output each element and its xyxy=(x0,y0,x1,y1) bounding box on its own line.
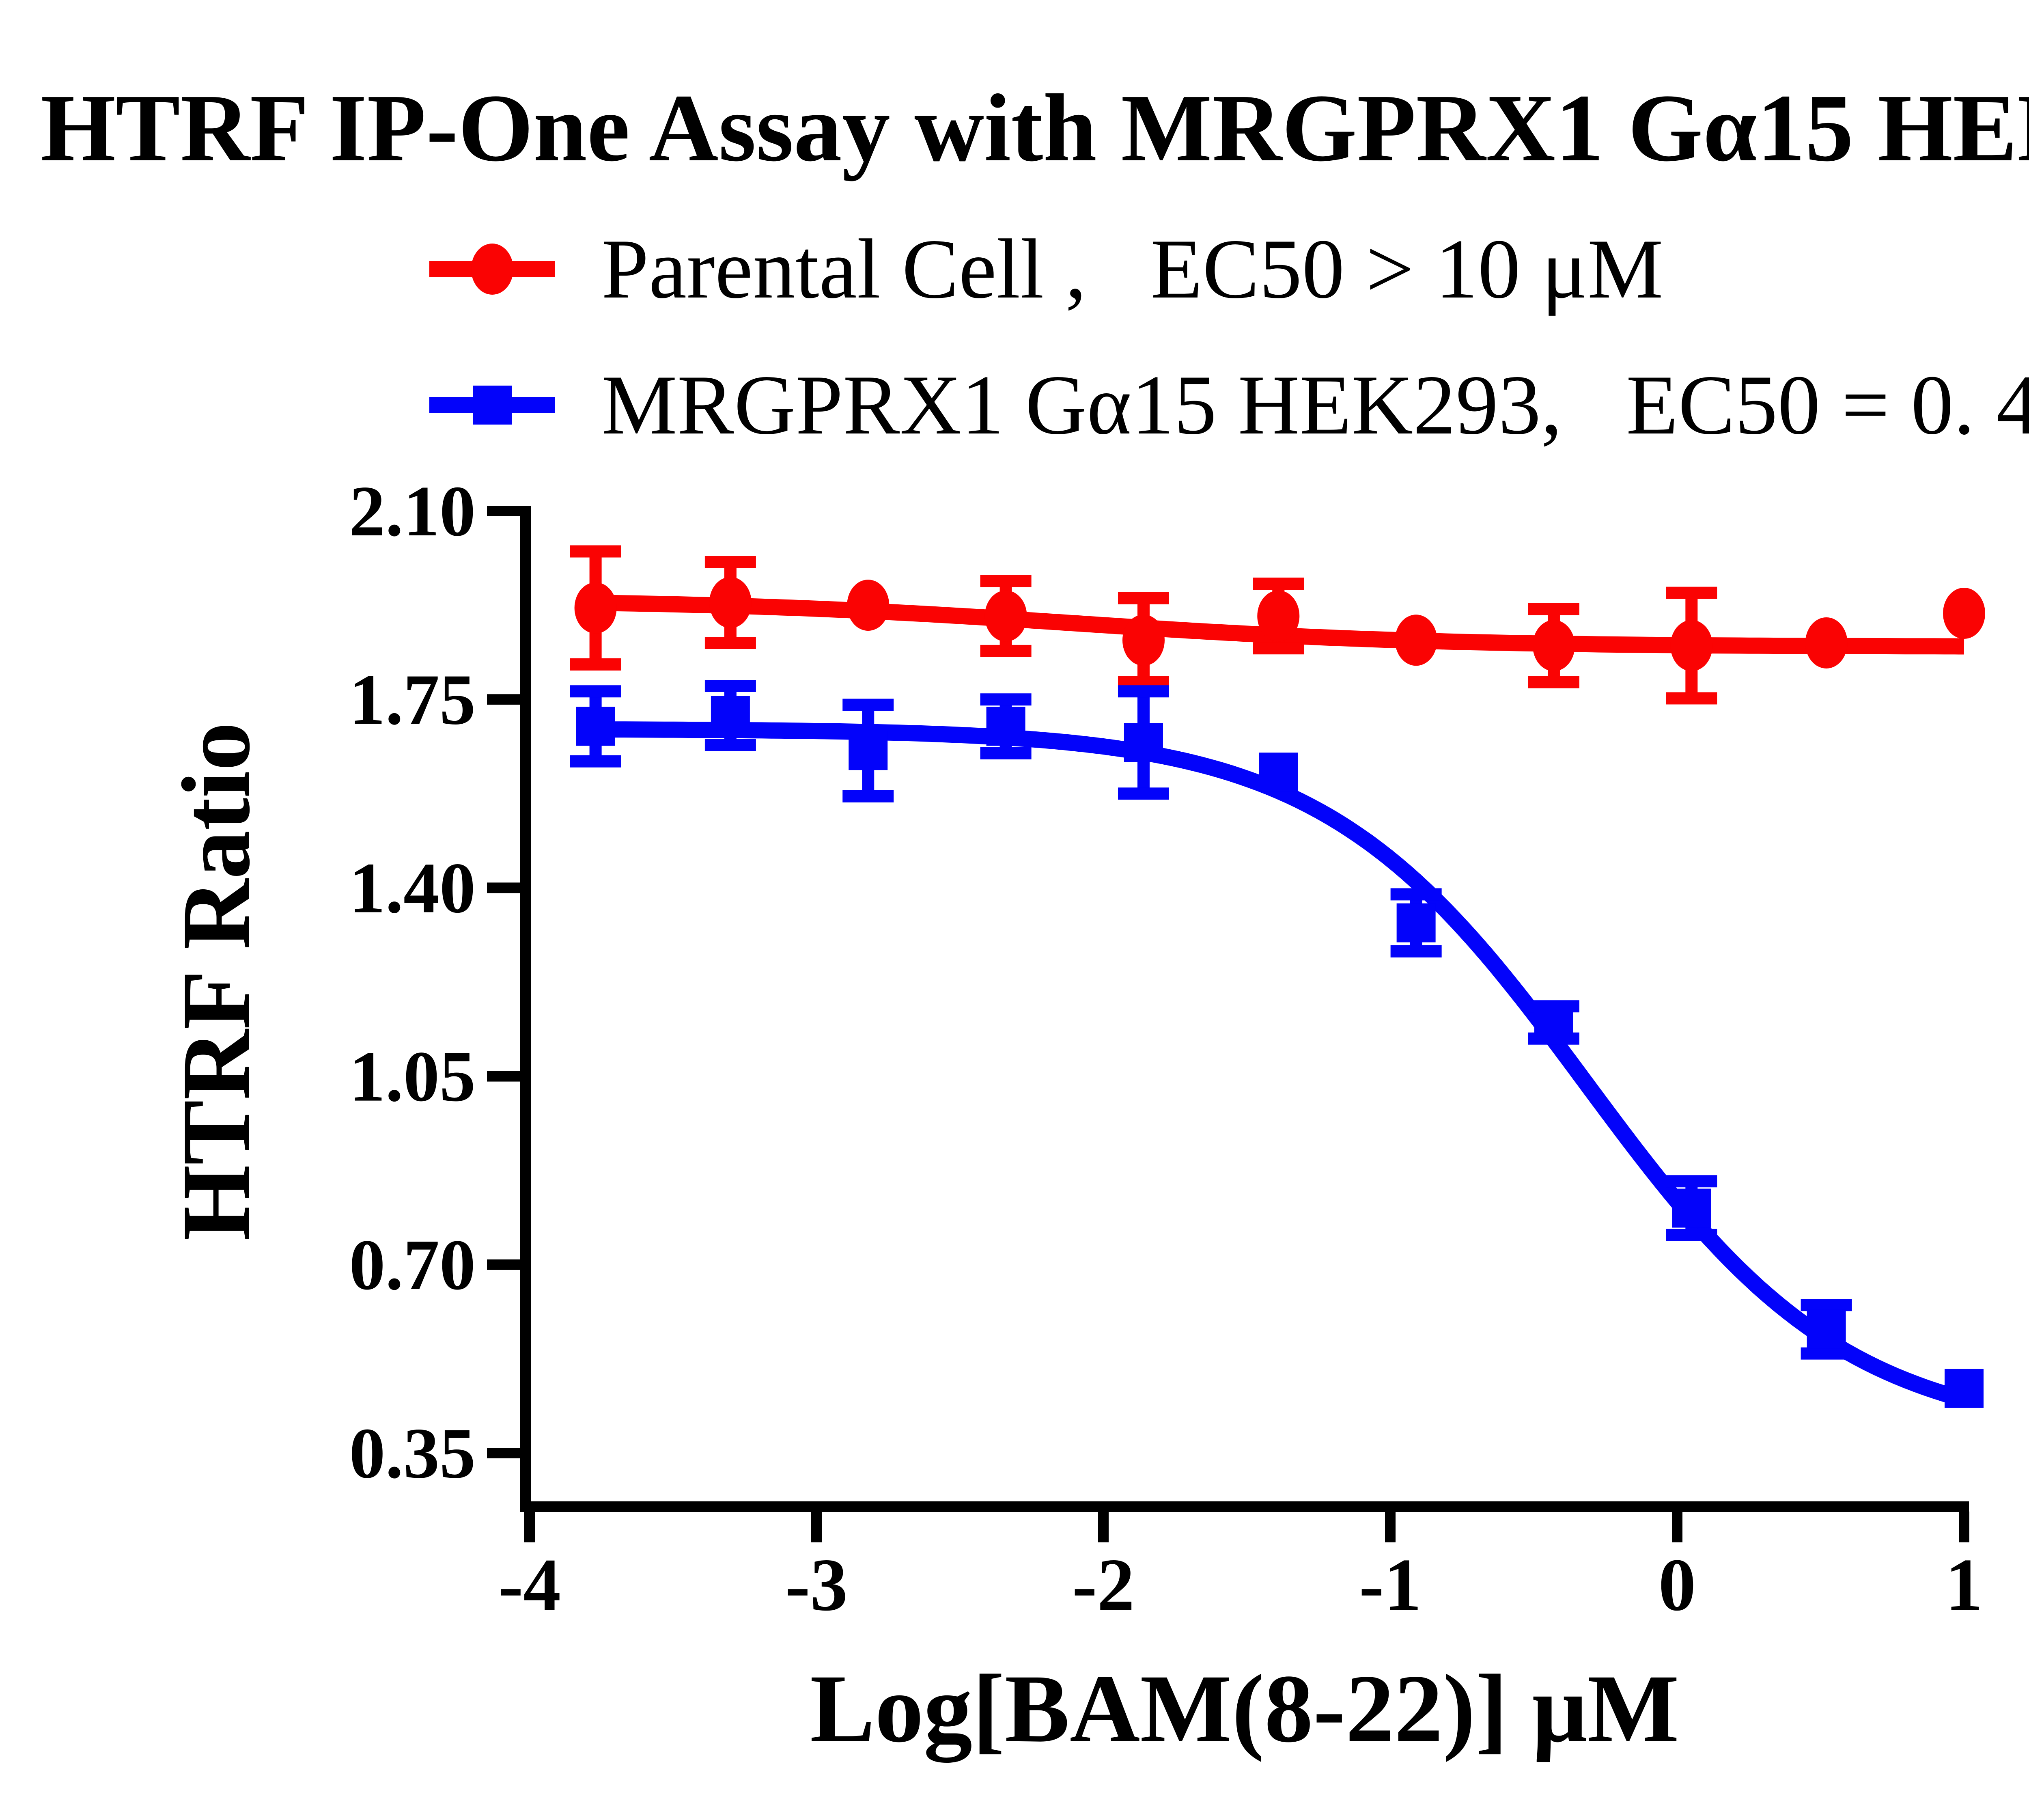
data-point-circle xyxy=(1670,620,1713,671)
data-point-circle xyxy=(1122,615,1165,666)
x-tick-label: -1 xyxy=(1359,1544,1422,1627)
chart-title: HTRF IP-One Assay with MRGPRX1 Gα15 HEK2… xyxy=(41,75,2029,181)
legend-label-parental: Parental Cell , EC50 > 10 μM xyxy=(601,222,1663,316)
data-point-circle xyxy=(1395,615,1437,666)
x-tick-label: 0 xyxy=(1659,1544,1696,1627)
fit-curve-mrgprx1 xyxy=(595,721,1967,1408)
data-point-square xyxy=(1124,723,1163,762)
data-point-square xyxy=(1396,903,1436,942)
errorbars-mrgprx1 xyxy=(570,680,1852,1360)
x-tick-label: -2 xyxy=(1072,1544,1135,1627)
data-point-circle xyxy=(574,582,617,634)
data-point-square xyxy=(711,696,750,735)
x-axis-title: Log[BAM(8-22)] μM xyxy=(810,1654,1679,1763)
y-axis: 2.10 1.75 1.40 1.05 0.70 0.35 xyxy=(349,471,531,1512)
markers-parental xyxy=(574,577,1985,671)
legend-marker-circle-icon xyxy=(471,244,513,295)
data-point-circle xyxy=(1943,587,1985,639)
legend: Parental Cell , EC50 > 10 μM MRGPRX1 Gα1… xyxy=(429,222,2029,452)
y-tick-label: 1.40 xyxy=(349,847,476,928)
y-tick-label: 1.75 xyxy=(349,659,476,740)
data-point-square xyxy=(1945,1369,1984,1408)
data-point-circle xyxy=(1532,620,1575,671)
y-tick-label: 0.35 xyxy=(349,1413,476,1493)
series-mrgprx1 xyxy=(570,680,1984,1408)
data-point-circle xyxy=(1257,590,1300,642)
y-axis-ticks xyxy=(487,506,521,1459)
data-point-square xyxy=(849,731,888,770)
data-point-square xyxy=(1534,1003,1573,1042)
series-parental xyxy=(570,545,1985,705)
data-point-square xyxy=(986,707,1025,746)
markers-mrgprx1 xyxy=(576,696,1984,1408)
y-tick-label: 0.70 xyxy=(349,1225,476,1305)
y-tick-label: 2.10 xyxy=(349,471,476,551)
x-axis-tick-labels: -4 -3 -2 -1 0 1 xyxy=(498,1544,1983,1627)
data-point-circle xyxy=(847,580,890,631)
x-axis-ticks xyxy=(524,1512,1969,1542)
data-point-square xyxy=(1259,753,1298,792)
legend-item-parental: Parental Cell , EC50 > 10 μM xyxy=(429,222,1663,316)
data-point-square xyxy=(1807,1309,1846,1349)
x-tick-label: 1 xyxy=(1945,1544,1983,1627)
data-point-circle xyxy=(1805,617,1848,668)
data-point-square xyxy=(576,707,615,746)
data-point-circle xyxy=(709,577,752,628)
x-axis: -4 -3 -2 -1 0 1 xyxy=(498,1501,1983,1627)
y-axis-tick-labels: 2.10 1.75 1.40 1.05 0.70 0.35 xyxy=(349,471,476,1493)
legend-item-mrgprx1: MRGPRX1 Gα15 HEK293, EC50 = 0. 48 μM xyxy=(429,358,2029,452)
legend-label-mrgprx1: MRGPRX1 Gα15 HEK293, EC50 = 0. 48 μM xyxy=(601,358,2029,452)
y-tick-label: 1.05 xyxy=(349,1036,476,1117)
y-axis-title: HTRF Ratio xyxy=(162,722,270,1241)
legend-marker-square-icon xyxy=(473,386,512,425)
x-tick-label: -4 xyxy=(498,1544,561,1627)
x-tick-label: -3 xyxy=(785,1544,848,1627)
plot-area: 2.10 1.75 1.40 1.05 0.70 0.35 -4 -3 -2 -1 0 1 HTRF… xyxy=(162,471,1985,1763)
data-point-circle xyxy=(984,590,1027,642)
data-point-square xyxy=(1672,1188,1711,1228)
